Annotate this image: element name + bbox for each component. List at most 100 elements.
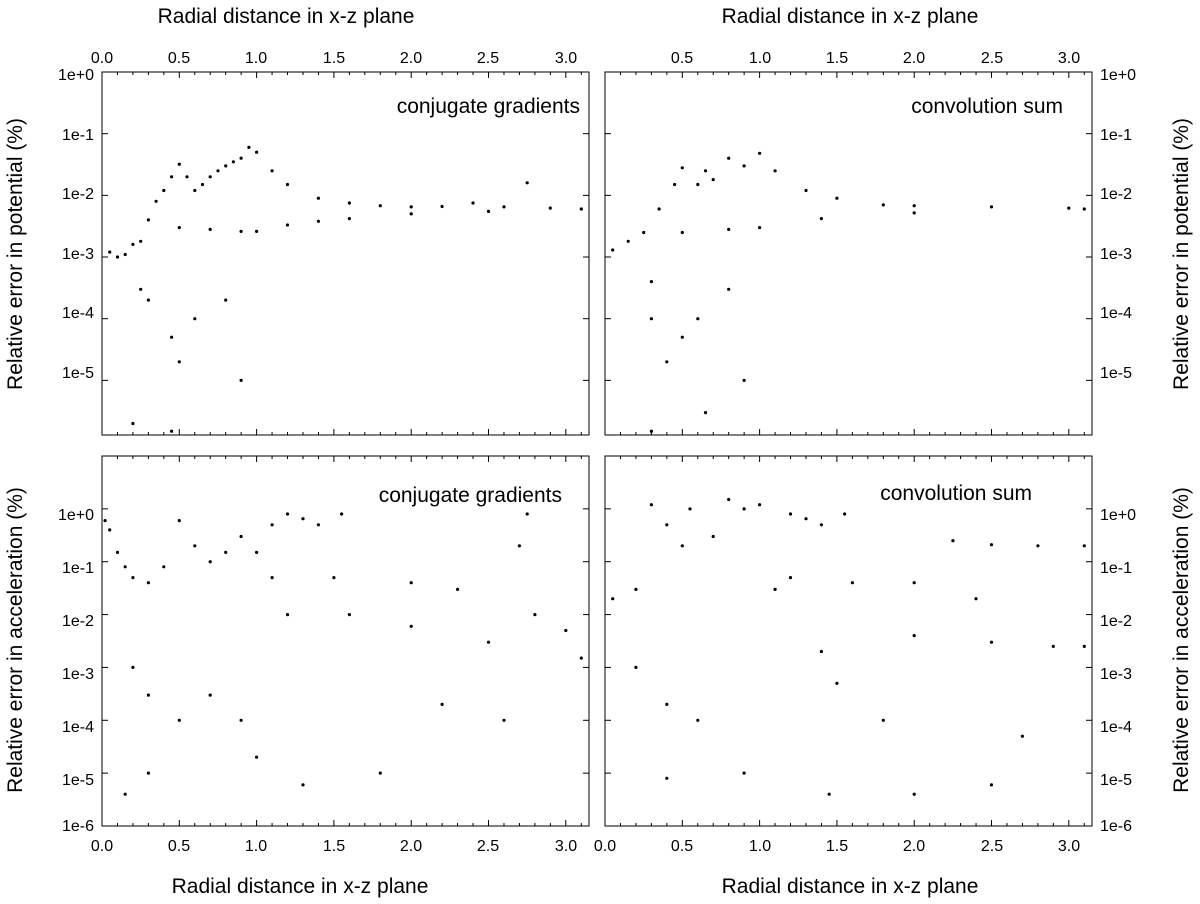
data-point <box>1051 644 1055 649</box>
data-point <box>162 565 166 569</box>
data-points <box>108 145 583 433</box>
data-point <box>255 550 259 555</box>
data-point <box>742 771 746 775</box>
data-point <box>285 223 290 227</box>
data-point <box>115 550 120 555</box>
data-point <box>146 693 150 697</box>
data-point <box>486 640 491 644</box>
data-point <box>579 656 583 660</box>
data-point <box>727 287 731 291</box>
tick-marks <box>604 455 1092 827</box>
data-point <box>440 204 444 209</box>
data-point <box>486 209 491 213</box>
data-point <box>200 182 205 187</box>
x-tick-label: 1.0 <box>245 838 267 855</box>
data-point <box>819 649 824 654</box>
data-point <box>502 718 506 722</box>
y-axis-title: Relative error in acceleration (%) <box>1170 487 1193 793</box>
x-tick-label: 1.0 <box>245 50 267 67</box>
data-point <box>642 230 646 235</box>
data-point <box>285 613 290 617</box>
tick-marks <box>101 71 589 435</box>
data-point <box>185 175 189 179</box>
data-point <box>548 206 552 210</box>
data-point <box>850 581 855 585</box>
x-tick-label: 2.0 <box>400 50 422 67</box>
data-point <box>471 201 475 205</box>
data-point <box>989 640 994 644</box>
panel-label: conjugate gradients <box>397 95 580 118</box>
data-point <box>409 212 413 216</box>
data-point <box>912 634 916 638</box>
data-point <box>611 248 615 252</box>
data-point <box>170 335 174 339</box>
y-tick-label: 1e-3 <box>62 246 94 263</box>
data-point <box>193 188 197 193</box>
data-point <box>649 280 654 284</box>
data-point <box>1020 734 1024 738</box>
data-point <box>974 597 978 601</box>
data-point <box>146 218 150 222</box>
x-axis-title-top: Radial distance in x-z plane <box>158 5 415 28</box>
tick-marks <box>604 71 1092 435</box>
data-point <box>123 252 127 257</box>
x-tick-label: 1.0 <box>749 838 771 855</box>
data-point <box>177 360 181 364</box>
y-axis-title: Relative error in acceleration (%) <box>4 487 27 793</box>
data-point <box>340 512 344 516</box>
data-point <box>912 204 916 208</box>
data-point <box>301 783 305 787</box>
data-point <box>239 534 243 539</box>
data-point <box>742 164 746 168</box>
x-tick-label: 2.0 <box>903 50 925 67</box>
data-point <box>881 203 885 207</box>
y-tick-label: 1e-1 <box>1100 127 1132 144</box>
y-tick-label: 1e-6 <box>1100 818 1132 835</box>
data-point <box>649 317 654 321</box>
data-point <box>951 539 955 543</box>
panel-acceleration-convolution-sum: 0.0 0.5 1.0 1.5 2.0 2.5 3.0 1e+0 1e-1 1e… <box>594 455 1193 898</box>
data-point <box>208 693 212 697</box>
data-point <box>332 576 336 580</box>
y-axis-title: Relative error in potential (%) <box>4 118 27 390</box>
data-point <box>711 534 715 539</box>
data-point <box>525 512 529 516</box>
data-point <box>711 178 715 182</box>
data-point <box>1036 544 1040 548</box>
y-tick-label: 1e-4 <box>1100 719 1132 736</box>
x-tick-label: 1.5 <box>826 838 848 855</box>
data-point <box>108 250 112 254</box>
y-tick-label: 1e-1 <box>62 127 94 144</box>
data-point <box>502 205 506 209</box>
data-point <box>564 628 568 633</box>
plot-frame <box>604 71 1093 436</box>
plot-frame <box>101 455 590 827</box>
panel-potential-convolution-sum: 0.5 1.0 1.5 2.0 2.5 3.0 1e+0 1e-1 1e-2 1… <box>604 5 1193 436</box>
data-point <box>316 523 320 527</box>
data-point <box>177 519 181 523</box>
data-point <box>378 204 382 208</box>
y-tick-label: 1e+0 <box>1100 507 1136 524</box>
x-tick-label: 2.5 <box>477 50 499 67</box>
data-point <box>440 702 444 707</box>
data-point <box>170 429 174 433</box>
y-tick-label: 1e-3 <box>62 666 94 683</box>
data-points <box>611 497 1086 796</box>
data-point <box>285 182 290 187</box>
data-point <box>456 587 460 592</box>
data-point <box>634 587 638 592</box>
data-point <box>239 156 243 160</box>
y-tick-label: 1e-4 <box>62 719 94 736</box>
data-point <box>224 298 228 302</box>
data-point <box>881 718 885 722</box>
data-point <box>703 411 708 415</box>
panel-acceleration-conjugate-gradients: 0.0 0.5 1.0 1.5 2.0 2.5 3.0 1e+0 1e-1 1e… <box>4 455 590 898</box>
data-point <box>255 229 259 233</box>
data-point <box>131 665 135 670</box>
data-point <box>1067 206 1071 210</box>
data-point <box>688 507 692 511</box>
x-tick-label: 2.5 <box>477 838 499 855</box>
data-point <box>665 360 669 364</box>
data-point <box>649 429 654 433</box>
data-point <box>665 776 669 780</box>
